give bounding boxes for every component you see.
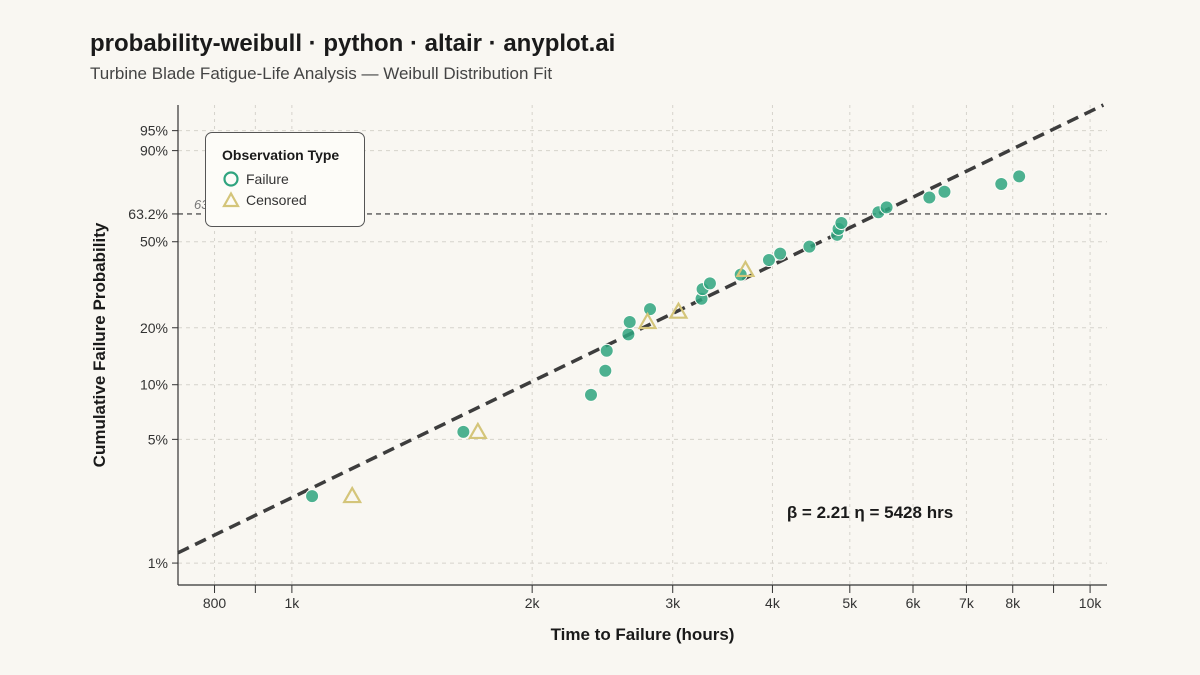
failure-point: [598, 363, 613, 378]
y-tick-label: 5%: [148, 431, 168, 447]
failure-point: [802, 239, 817, 254]
failure-point: [584, 387, 599, 402]
legend-label-failure: Failure: [246, 170, 289, 187]
y-tick-label: 20%: [140, 320, 168, 336]
y-tick-label: 1%: [148, 555, 168, 571]
x-axis-title: Time to Failure (hours): [551, 625, 735, 644]
y-tick-label: 95%: [140, 123, 168, 139]
failure-point: [879, 200, 894, 215]
failure-point: [305, 489, 320, 504]
x-tick-label: 2k: [525, 595, 541, 611]
chart-title: probability-weibull · python · altair · …: [90, 30, 616, 57]
failure-point: [773, 246, 788, 261]
failure-point: [994, 177, 1009, 192]
x-tick-label: 7k: [959, 595, 975, 611]
censored-point: [342, 485, 363, 504]
failure-point: [1012, 169, 1027, 184]
failure-point: [702, 276, 717, 291]
censored-point: [735, 259, 756, 278]
x-tick-label: 4k: [765, 595, 781, 611]
failure-point: [456, 424, 471, 439]
y-tick-label: 63.2%: [128, 206, 168, 222]
x-tick-label: 6k: [906, 595, 922, 611]
y-tick-label: 50%: [140, 234, 168, 250]
x-tick-label: 8k: [1005, 595, 1021, 611]
x-tick-label: 800: [203, 595, 227, 611]
failure-point: [621, 327, 636, 342]
fit-parameters-label: β = 2.21 η = 5428 hrs: [787, 503, 953, 522]
y-axis-title: Cumulative Failure Probability: [90, 222, 109, 467]
x-tick-label: 1k: [284, 595, 300, 611]
triangle-marker-icon: [222, 190, 240, 207]
legend-item-censored: Censored: [222, 189, 364, 210]
failure-point: [761, 253, 776, 268]
legend-item-failure: Failure: [222, 168, 364, 189]
legend: Observation Type Failure Censored: [205, 132, 365, 227]
failure-point: [922, 190, 937, 205]
failure-point: [599, 343, 614, 358]
failure-point: [834, 216, 849, 231]
legend-label-censored: Censored: [246, 191, 307, 208]
censored-point: [467, 421, 488, 440]
circle-marker-icon: [223, 170, 239, 187]
y-tick-label: 90%: [140, 143, 168, 159]
legend-title: Observation Type: [222, 147, 340, 163]
y-tick-label: 10%: [140, 377, 168, 393]
censored-point: [637, 311, 658, 330]
chart-subtitle: Turbine Blade Fatigue-Life Analysis — We…: [90, 64, 553, 83]
x-tick-label: 5k: [842, 595, 858, 611]
failure-point: [622, 314, 637, 329]
x-tick-label: 10k: [1079, 595, 1103, 611]
failure-point: [937, 184, 952, 199]
censored-point: [668, 301, 689, 319]
x-tick-label: 3k: [665, 595, 681, 611]
failure-point: [643, 302, 658, 317]
